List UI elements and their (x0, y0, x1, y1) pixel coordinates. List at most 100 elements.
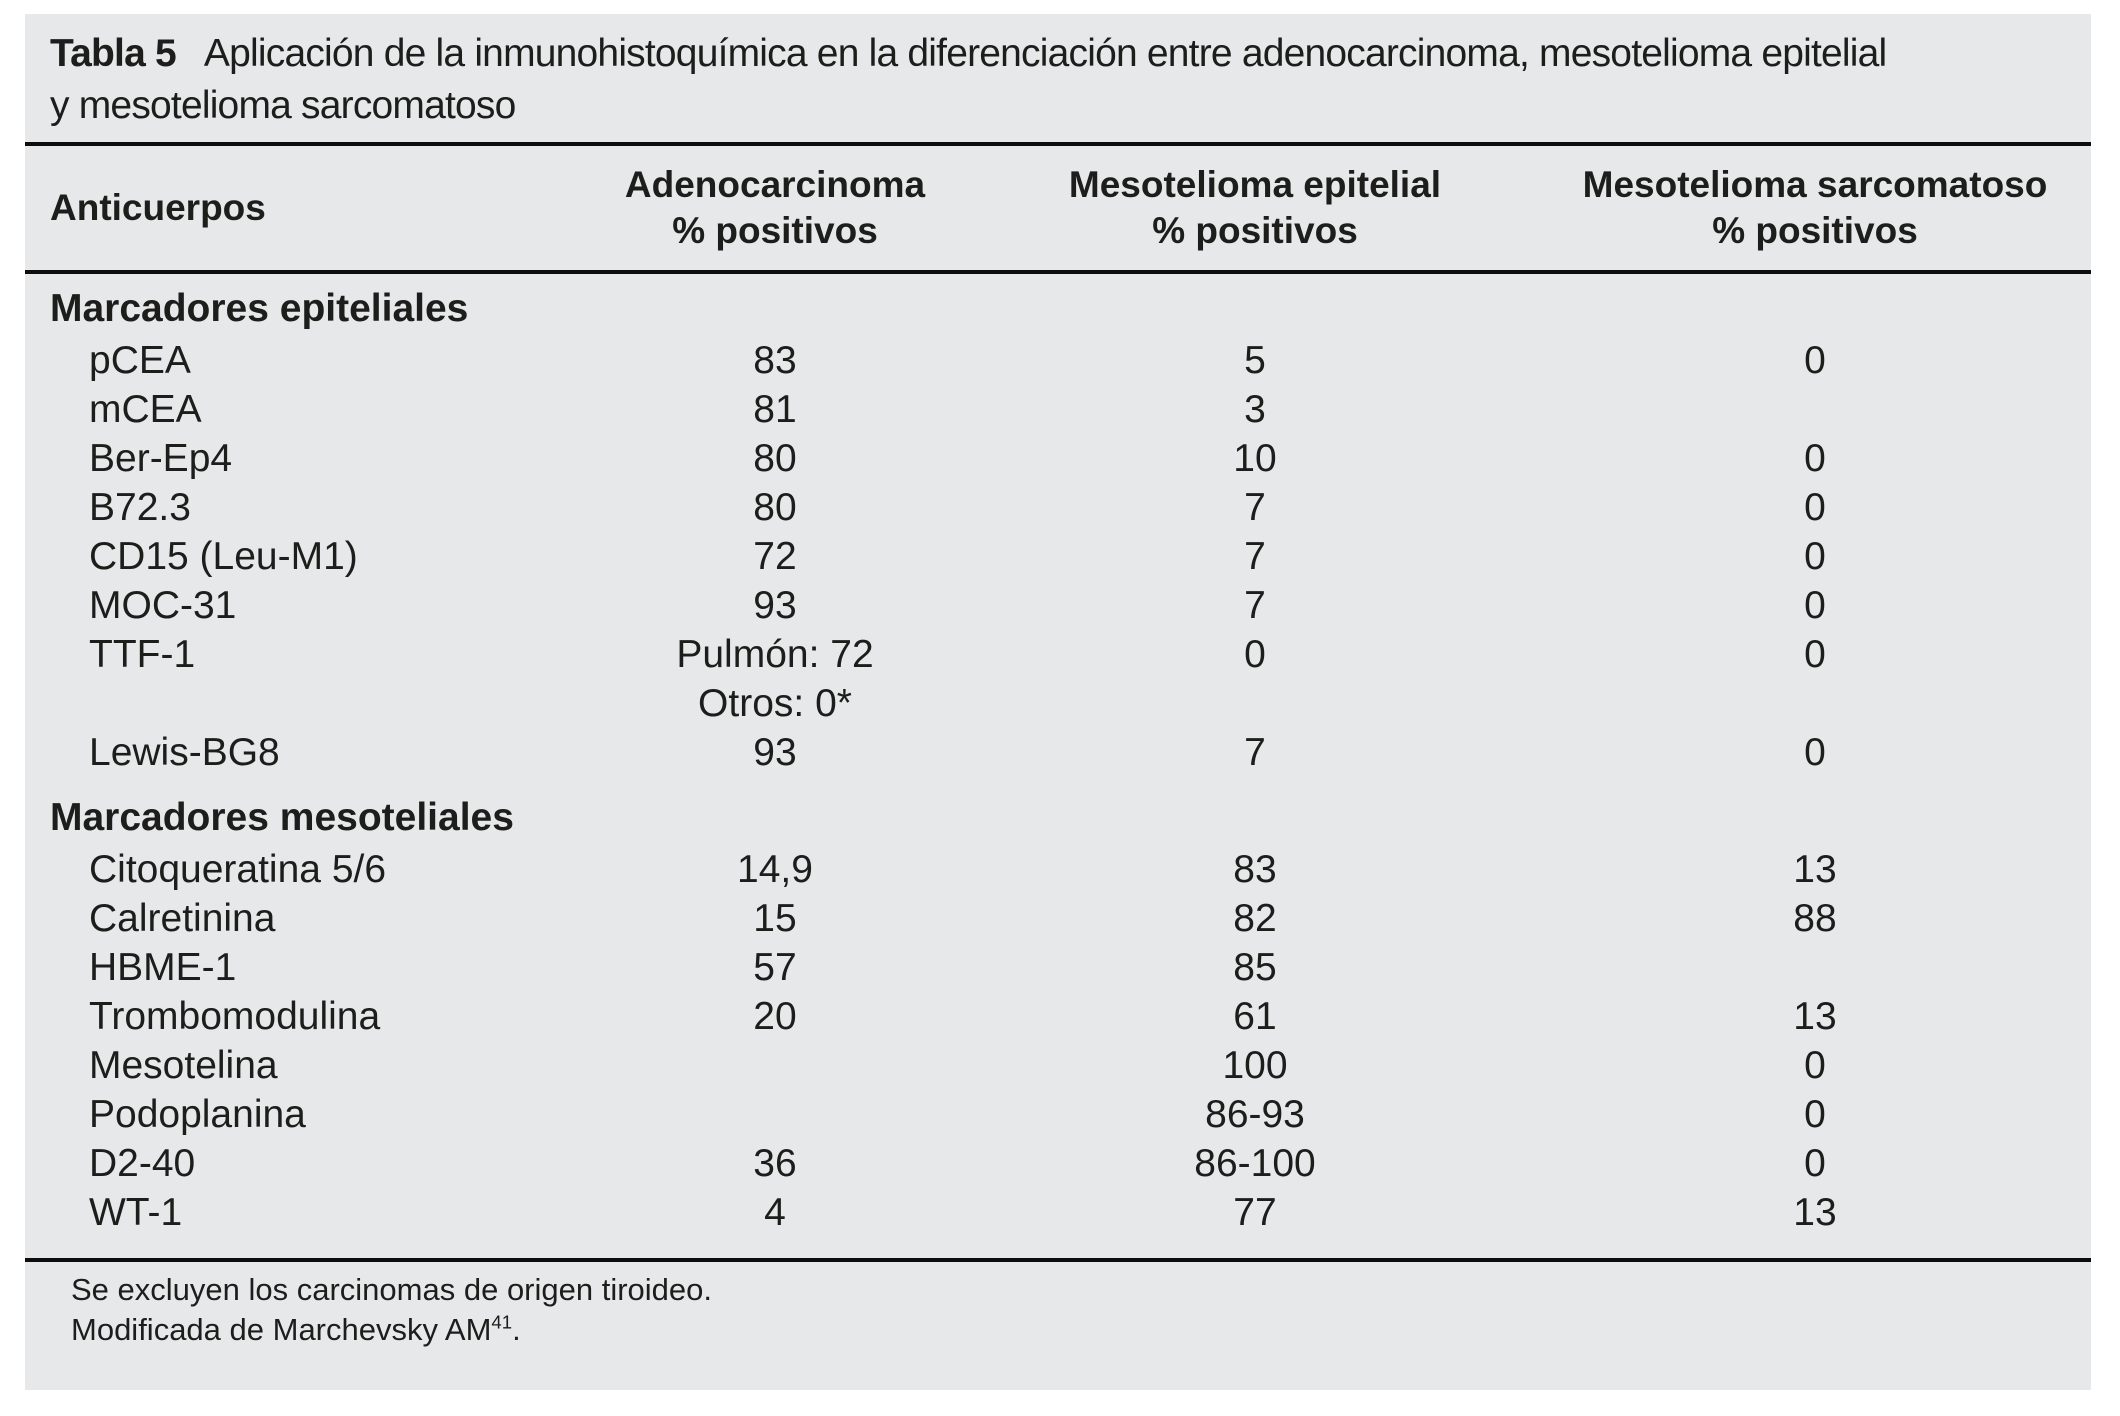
table-row-mesotelina: Mesotelina 100 0 (25, 1041, 2091, 1090)
cell-mesotelioma-sarcomatoso (1465, 385, 2091, 434)
cell-mesotelioma-epitelial: 61 (1233, 995, 1277, 1038)
table-row-ttf-1: TTF-1 Pulmón: 72 Otros: 0* 0 0 (25, 630, 2091, 728)
table-panel: Tabla 5 Aplicación de la inmunohistoquími… (25, 14, 2091, 1390)
cell-adenocarcinoma: 83 (753, 339, 797, 382)
table-row-trombomodulina: Trombomodulina 20 61 13 (25, 992, 2091, 1041)
row-label: mCEA (89, 388, 202, 431)
table-row-ber-ep4: Ber-Ep4 80 10 0 (25, 434, 2091, 483)
cell-mesotelioma-sarcomatoso: 0 (1804, 535, 1826, 578)
column-header-adenocarcinoma-line1: Adenocarcinoma (624, 164, 926, 205)
column-header-mesotelioma-epitelial-line1: Mesotelioma epitelial (1068, 164, 1442, 205)
row-label: MOC-31 (89, 584, 237, 627)
row-label: Calretinina (89, 897, 276, 940)
row-label: Citoqueratina 5/6 (89, 848, 387, 891)
cell-mesotelioma-sarcomatoso: 0 (1804, 633, 1826, 676)
cell-mesotelioma-epitelial: 86-93 (1205, 1093, 1305, 1136)
cell-mesotelioma-epitelial: 85 (1233, 946, 1277, 989)
cell-adenocarcinoma: 57 (753, 946, 797, 989)
cell-adenocarcinoma (505, 1090, 1045, 1139)
section-header: Marcadores epiteliales (50, 287, 469, 330)
cell-mesotelioma-epitelial: 100 (1222, 1044, 1288, 1087)
cell-mesotelioma-sarcomatoso: 0 (1804, 486, 1826, 529)
table-title-line1: Tabla 5 Aplicación de la inmunohistoquími… (50, 28, 2081, 80)
footnotes: Se excluyen los carcinomas de origen tir… (71, 1270, 2071, 1350)
row-label: Trombomodulina (89, 995, 381, 1038)
row-label: Ber-Ep4 (89, 437, 233, 480)
cell-adenocarcinoma: 81 (753, 388, 797, 431)
cell-adenocarcinoma-line2: Otros: 0* (698, 682, 852, 725)
table-row-citoqueratina-5-6: Citoqueratina 5/6 14,9 83 13 (25, 845, 2091, 894)
cell-adenocarcinoma: 14,9 (737, 848, 813, 891)
table-title: Tabla 5 Aplicación de la inmunohistoquími… (50, 28, 2081, 132)
cell-adenocarcinoma (505, 1041, 1045, 1090)
cell-adenocarcinoma: Pulmón: 72 Otros: 0* (505, 630, 1045, 728)
cell-adenocarcinoma: 80 (753, 437, 797, 480)
cell-adenocarcinoma-line1: Pulmón: 72 (676, 633, 874, 676)
column-header-mesotelioma-sarcomatoso: Mesotelioma sarcomatoso % positivos (1465, 162, 2091, 254)
footnote-exclusion: Se excluyen los carcinomas de origen tir… (71, 1272, 713, 1307)
table-row-wt-1: WT-1 4 77 13 (25, 1188, 2091, 1237)
cell-mesotelioma-sarcomatoso: 13 (1793, 848, 1837, 891)
column-header-mesotelioma-epitelial-line2: % positivos (1152, 210, 1358, 251)
row-label: CD15 (Leu-M1) (89, 535, 358, 578)
footnote-source-text: Modificada de Marchevsky AM (71, 1312, 492, 1347)
cell-mesotelioma-sarcomatoso: 0 (1804, 731, 1826, 774)
table-row-cd15-leu-m1: CD15 (Leu-M1) 72 7 0 (25, 532, 2091, 581)
column-header-anticuerpos: Anticuerpos (50, 187, 266, 228)
row-label: TTF-1 (89, 633, 196, 676)
cell-mesotelioma-sarcomatoso: 0 (1804, 437, 1826, 480)
divider-bottom (25, 1258, 2091, 1262)
column-header-mesotelioma-sarcomatoso-line2: % positivos (1712, 210, 1918, 251)
cell-mesotelioma-epitelial: 3 (1244, 388, 1266, 431)
table-row-pcea: pCEA 83 5 0 (25, 336, 2091, 385)
cell-adenocarcinoma: 15 (753, 897, 797, 940)
row-label: HBME-1 (89, 946, 237, 989)
cell-mesotelioma-epitelial: 7 (1244, 535, 1266, 578)
cell-adenocarcinoma: 93 (753, 584, 797, 627)
table-row-b72-3: B72.3 80 7 0 (25, 483, 2091, 532)
column-header-mesotelioma-sarcomatoso-line1: Mesotelioma sarcomatoso (1582, 164, 2048, 205)
cell-mesotelioma-epitelial: 83 (1233, 848, 1277, 891)
row-label: WT-1 (89, 1191, 183, 1234)
reference-superscript: 41 (491, 1311, 513, 1333)
row-label: pCEA (89, 339, 191, 382)
table-header-row: Anticuerpos Adenocarcinoma % positivos M… (25, 146, 2091, 270)
divider-top (25, 142, 2091, 146)
section-header: Marcadores mesoteliales (50, 796, 514, 839)
cell-adenocarcinoma: 4 (764, 1191, 786, 1234)
table-row-hbme-1: HBME-1 57 85 (25, 943, 2091, 992)
row-label: Mesotelina (89, 1044, 278, 1087)
row-label: Lewis-BG8 (89, 731, 280, 774)
table-row-d2-40: D2-40 36 86-100 0 (25, 1139, 2091, 1188)
cell-mesotelioma-epitelial: 86-100 (1194, 1142, 1316, 1185)
column-header-adenocarcinoma: Adenocarcinoma % positivos (505, 162, 1045, 254)
cell-adenocarcinoma: 80 (753, 486, 797, 529)
cell-mesotelioma-sarcomatoso: 13 (1793, 995, 1837, 1038)
cell-mesotelioma-epitelial: 10 (1233, 437, 1277, 480)
table-body: Marcadores epiteliales pCEA 83 5 0 mCEA 81 3 Ber… (25, 282, 2091, 1237)
cell-mesotelioma-epitelial: 82 (1233, 897, 1277, 940)
divider-header (25, 270, 2091, 274)
cell-mesotelioma-epitelial: 7 (1244, 731, 1266, 774)
table-caption-line1: Aplicación de la inmunohistoquímica en l… (203, 32, 1887, 75)
cell-mesotelioma-epitelial: 7 (1244, 584, 1266, 627)
column-header-mesotelioma-epitelial: Mesotelioma epitelial % positivos (1045, 162, 1465, 254)
table-caption-line2: y mesotelioma sarcomatoso (50, 84, 516, 127)
table-row-podoplanina: Podoplanina 86-93 0 (25, 1090, 2091, 1139)
cell-mesotelioma-epitelial: 7 (1244, 486, 1266, 529)
cell-mesotelioma-sarcomatoso: 0 (1804, 584, 1826, 627)
table-number: Tabla 5 (50, 32, 177, 75)
footnote-source-suffix: . (512, 1312, 521, 1347)
cell-mesotelioma-epitelial: 5 (1244, 339, 1266, 382)
cell-adenocarcinoma: 72 (753, 535, 797, 578)
cell-mesotelioma-epitelial: 0 (1244, 633, 1266, 676)
row-label: Podoplanina (89, 1093, 306, 1136)
cell-mesotelioma-epitelial: 77 (1233, 1191, 1277, 1234)
cell-mesotelioma-sarcomatoso: 88 (1793, 897, 1837, 940)
cell-mesotelioma-sarcomatoso: 0 (1804, 339, 1826, 382)
row-label: B72.3 (89, 486, 191, 529)
table-row-lewis-bg8: Lewis-BG8 93 7 0 (25, 728, 2091, 777)
table-row-mcea: mCEA 81 3 (25, 385, 2091, 434)
cell-mesotelioma-sarcomatoso: 0 (1804, 1142, 1826, 1185)
